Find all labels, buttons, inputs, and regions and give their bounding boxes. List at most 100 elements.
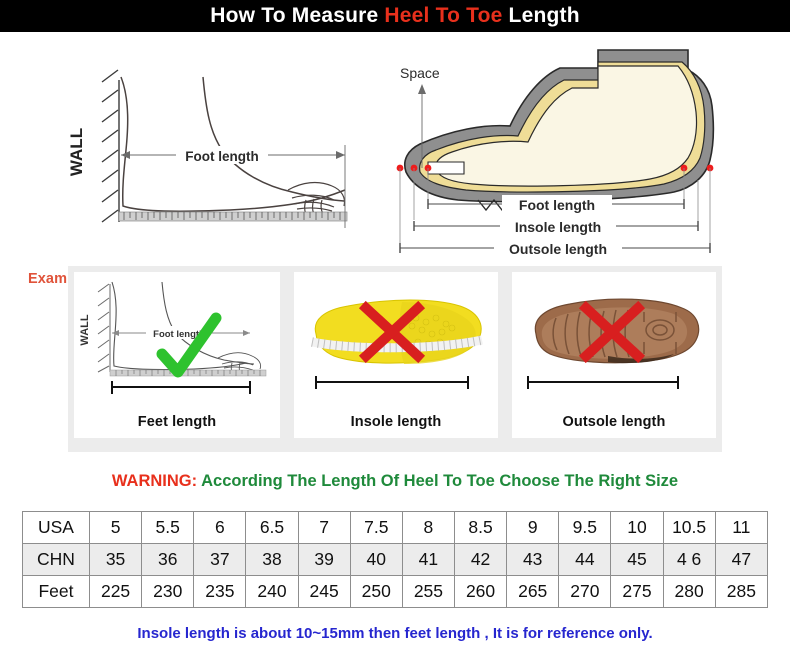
table-cell: 265: [506, 575, 560, 608]
toes-icon: [217, 352, 262, 374]
page-title-highlight: Heel To Toe: [384, 4, 503, 27]
foot-length-label: Foot length: [519, 197, 595, 213]
panel-caption: Outsole length: [562, 414, 666, 430]
table-cell: 8.5: [453, 511, 508, 544]
foot-against-wall-diagram: WALL: [67, 69, 348, 228]
insole-length-measure: Insole length: [413, 217, 699, 235]
table-cell: 270: [558, 575, 612, 608]
table-cell: 245: [297, 575, 351, 608]
table-cell: 285: [714, 575, 769, 608]
table-cell: 10.5: [662, 511, 716, 544]
table-cell: 255: [401, 575, 455, 608]
space-label: Space: [400, 65, 440, 81]
table-cell: 235: [193, 575, 247, 608]
outsole-length-measure: Outsole length: [399, 239, 711, 257]
footer-note: Insole length is about 10~15mm then feet…: [137, 625, 653, 642]
cross-icon: [578, 300, 646, 364]
outsole-length-label: Outsole length: [509, 241, 607, 257]
tread-pattern-icon: [552, 309, 677, 358]
measure-droplines: [399, 168, 711, 248]
panel-insole-length: Insole length: [294, 272, 498, 438]
inner-foot-length-label: Foot length: [153, 329, 205, 340]
table-cell: 44: [558, 543, 612, 576]
space-arrow: [418, 84, 426, 168]
table-row: CHN 35 36 37 38 39 40 41 42 43 44 45 4 6…: [22, 543, 769, 576]
panel-caption: Insole length: [350, 414, 442, 430]
panel-caption: Feet length: [137, 414, 217, 430]
outsole-length-measure: [527, 376, 679, 389]
table-cell: 7: [297, 511, 351, 544]
table-cell: 240: [245, 575, 299, 608]
tape-measure-icon: [311, 335, 483, 353]
size-chart-body: USA 5 5.5 6 6.5 7 7.5 8 8.5 9 9.5 10 10.…: [22, 511, 769, 608]
row-header: USA: [22, 511, 90, 544]
foot-inside: [435, 65, 698, 187]
table-cell: 230: [141, 575, 195, 608]
table-cell: 36: [141, 543, 195, 576]
foot-outline-upper: [202, 76, 345, 202]
table-cell: 6.5: [245, 511, 299, 544]
comparison-panels-band: WALL: [68, 266, 722, 452]
table-cell: 5: [88, 511, 143, 544]
foot-length-measure: Foot length: [427, 195, 685, 213]
size-chart-table: USA 5 5.5 6 6.5 7 7.5 8 8.5 9 9.5 10 10.…: [22, 511, 769, 608]
check-icon: [156, 312, 222, 378]
table-row: Feet 225 230 235 240 245 250 255 260 265…: [22, 575, 769, 608]
table-cell: 8: [401, 511, 455, 544]
table-cell: 42: [453, 543, 508, 576]
table-cell: 280: [662, 575, 716, 608]
table-cell: 40: [349, 543, 403, 576]
table-cell: 10: [610, 511, 664, 544]
insole-length-measure: [315, 376, 469, 389]
insole-length-label: Insole length: [515, 219, 601, 235]
table-cell: 41: [401, 543, 455, 576]
cross-icon: [358, 300, 426, 364]
table-cell: 37: [193, 543, 247, 576]
table-cell: 11: [714, 511, 769, 544]
table-cell: 225: [88, 575, 143, 608]
table-cell: 6: [193, 511, 247, 544]
panel-outsole-length: Outsole length: [512, 272, 716, 438]
ruler-icon: [109, 369, 267, 377]
table-cell: 250: [349, 575, 403, 608]
table-cell: 35: [88, 543, 143, 576]
top-diagrams-row: WALL: [0, 32, 790, 287]
header-bar: How To Measure Heel To Toe Length: [0, 0, 790, 32]
insole-art: [311, 299, 483, 389]
table-cell: 47: [714, 543, 769, 576]
wall-label: WALL: [79, 314, 91, 345]
foot-outline-lower: [111, 281, 247, 371]
foot-outline-lower: [120, 76, 346, 212]
panel-feet-length: WALL: [74, 272, 280, 438]
table-cell: 43: [506, 543, 560, 576]
table-cell: 45: [610, 543, 664, 576]
row-header: CHN: [22, 543, 90, 576]
warning-message: According The Length Of Heel To Toe Choo…: [201, 472, 679, 490]
wall-hatching-icon: [101, 69, 120, 223]
feet-length-measure: [111, 381, 251, 394]
wall-label: WALL: [67, 128, 86, 176]
table-cell: 5.5: [141, 511, 195, 544]
page-title: How To Measure Heel To Toe Length: [210, 4, 579, 28]
outsole-edge-shadow: [608, 354, 674, 364]
table-cell: 39: [297, 543, 351, 576]
table-row: USA 5 5.5 6 6.5 7 7.5 8 8.5 9 9.5 10 10.…: [22, 511, 769, 544]
table-cell: 275: [610, 575, 664, 608]
toe-space-notch: [427, 161, 465, 175]
table-cell: 38: [245, 543, 299, 576]
feet-length-art: WALL: [79, 281, 267, 394]
warning-label: WARNING:: [111, 472, 198, 490]
table-cell: 7.5: [349, 511, 403, 544]
outsole-art: [527, 298, 700, 389]
page-title-prefix: How To Measure: [210, 4, 385, 27]
page-title-suffix: Length: [502, 4, 580, 27]
ruler-icon: [118, 211, 348, 222]
wall-hatching-icon: [97, 283, 111, 373]
table-cell: 9: [506, 511, 560, 544]
row-header: Feet: [22, 575, 90, 608]
table-cell: 4 6: [662, 543, 716, 576]
warning-text: WARNING: According The Length Of Heel To…: [0, 472, 790, 491]
table-cell: 260: [453, 575, 508, 608]
table-cell: 9.5: [558, 511, 612, 544]
shoe-cross-section-diagram: Space Foot length: [396, 49, 715, 257]
